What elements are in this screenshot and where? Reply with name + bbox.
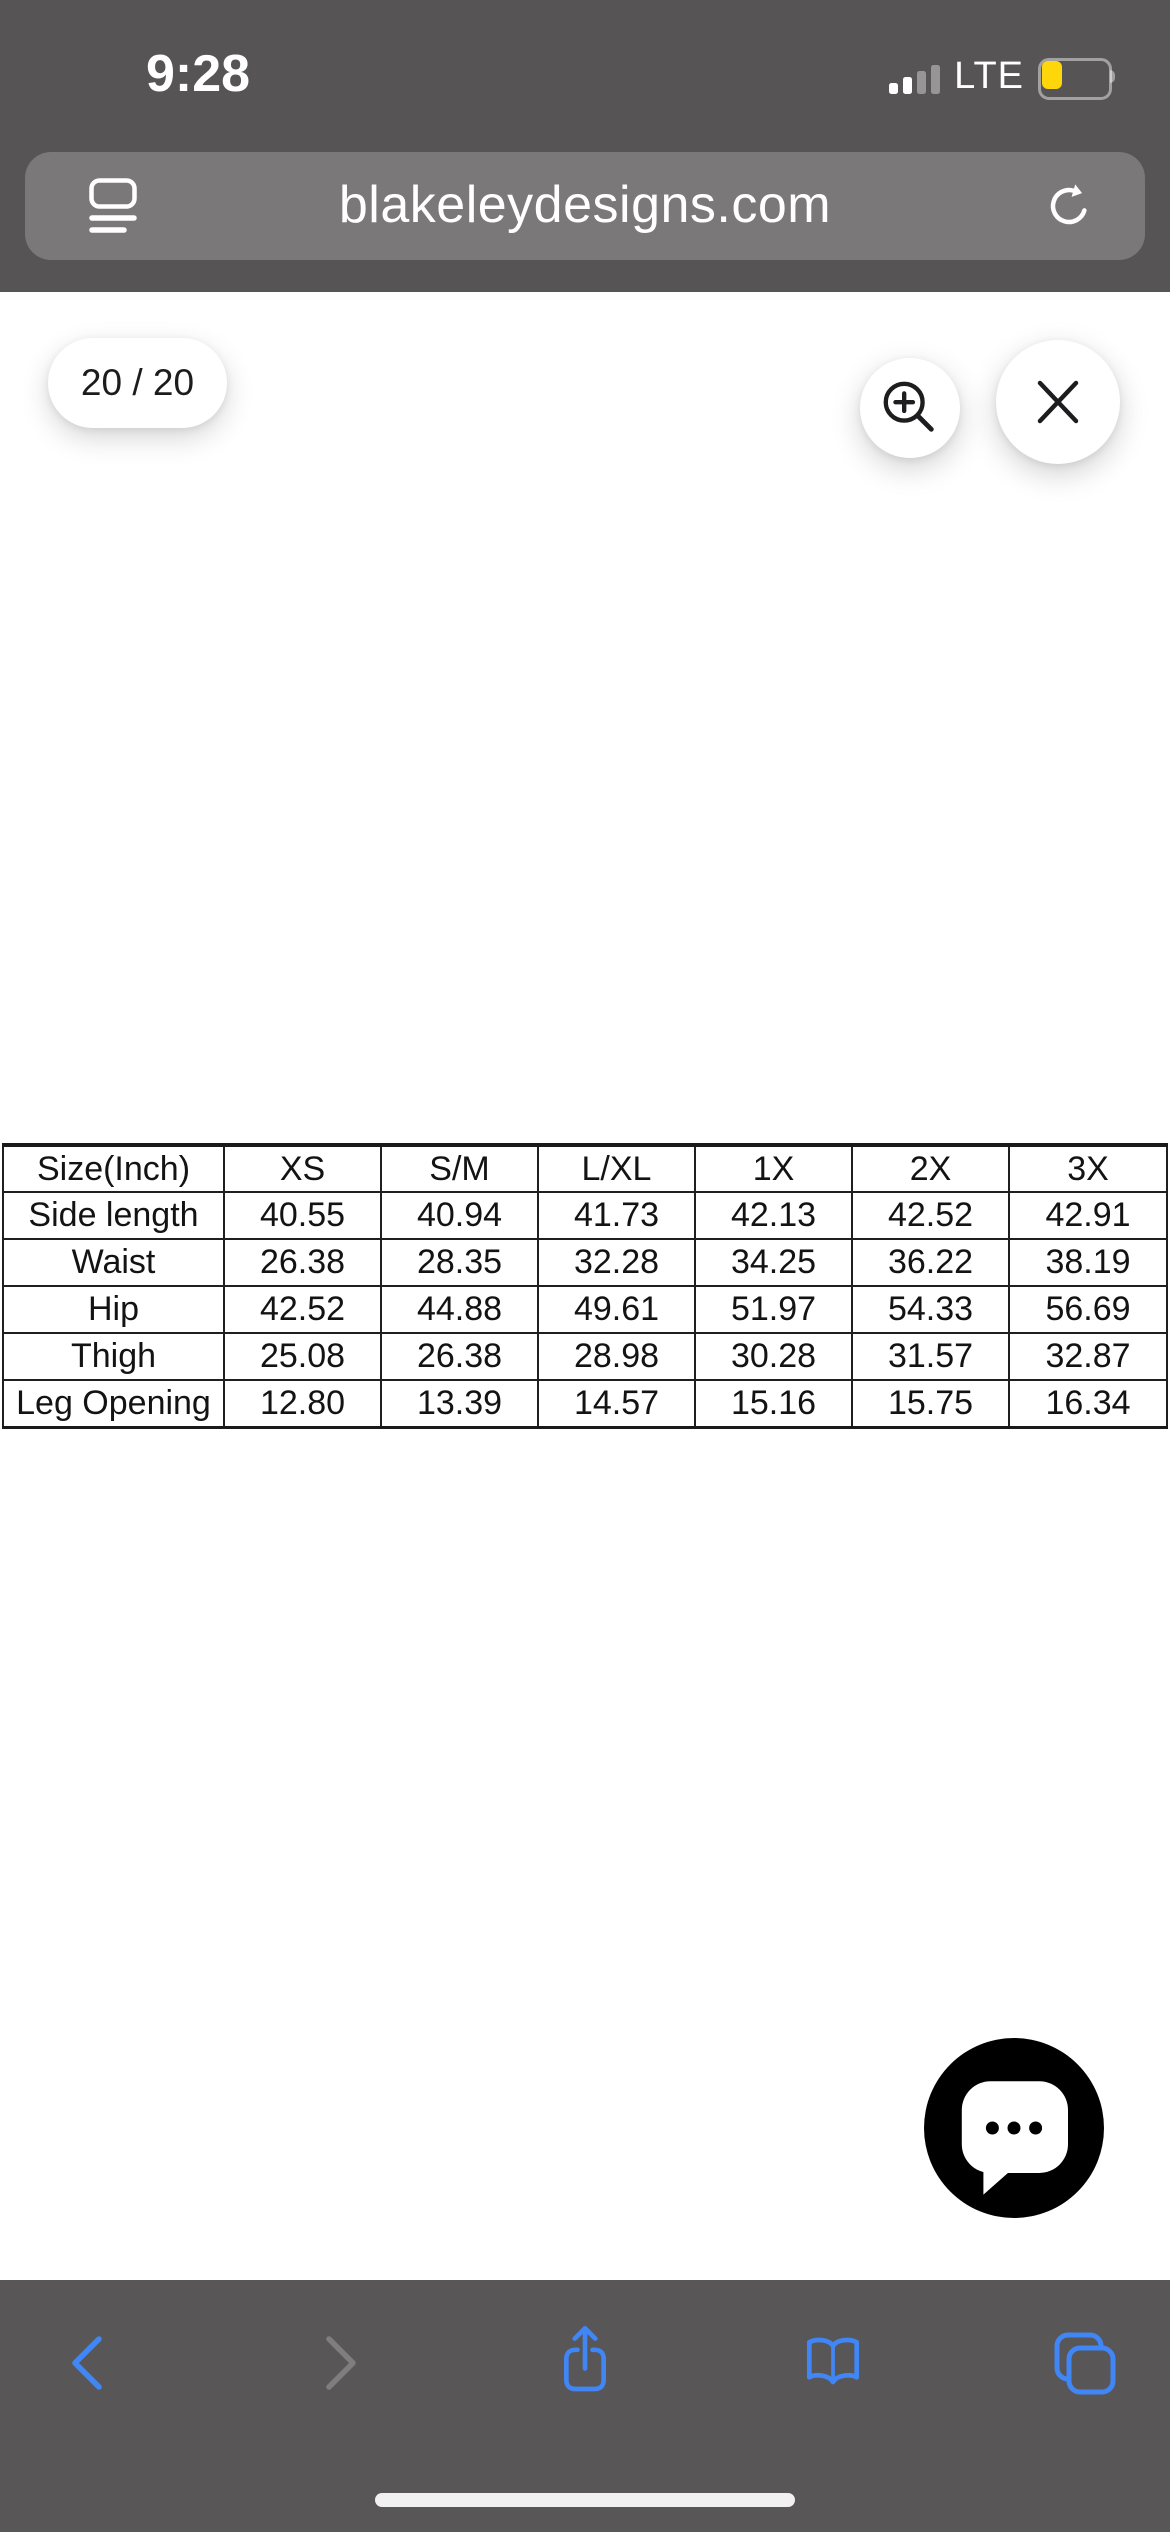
tabs-button[interactable] — [1052, 2330, 1116, 2398]
size-chart-column-header: 2X — [851, 1144, 1010, 1193]
size-chart-value-cell: 42.13 — [694, 1191, 853, 1240]
size-chart-value-cell: 49.61 — [537, 1285, 696, 1334]
size-chart-value-cell: 31.57 — [851, 1332, 1010, 1381]
size-chart-row: Thigh 25.08 26.38 28.98 30.28 31.57 32.87 — [2, 1332, 1168, 1381]
forward-button[interactable] — [322, 2335, 360, 2391]
magnifier-plus-icon — [883, 381, 934, 432]
size-chart-value-cell: 54.33 — [851, 1285, 1010, 1334]
status-time: 9:28 — [145, 45, 251, 103]
size-chart-value-cell: 25.08 — [223, 1332, 382, 1381]
size-chart-value-cell: 15.75 — [851, 1379, 1010, 1428]
image-counter-text: 20 / 20 — [80, 362, 195, 403]
reader-icon[interactable] — [89, 178, 137, 234]
size-chart-value-cell: 42.91 — [1008, 1191, 1168, 1240]
size-chart-row-label: Thigh — [2, 1332, 225, 1381]
size-chart-value-cell: 26.38 — [223, 1238, 382, 1287]
size-chart-value-cell: 51.97 — [694, 1285, 853, 1334]
size-chart-value-cell: 15.16 — [694, 1379, 853, 1428]
url-text[interactable]: blakeleydesigns.com — [338, 176, 832, 234]
close-viewer-button[interactable] — [996, 340, 1120, 464]
address-bar[interactable]: blakeleydesigns.com — [25, 152, 1145, 260]
size-chart-value-cell: 41.73 — [537, 1191, 696, 1240]
size-chart-value-cell: 28.35 — [380, 1238, 539, 1287]
browser-top-chrome: 9:28 LTE blakeleydesigns.com — [0, 0, 1170, 292]
size-chart-value-cell: 36.22 — [851, 1238, 1010, 1287]
share-button[interactable] — [557, 2323, 613, 2399]
size-chart-value-cell: 13.39 — [380, 1379, 539, 1428]
size-chart-row-label: Leg Opening — [2, 1379, 225, 1428]
status-right-cluster: LTE — [889, 52, 1118, 100]
size-chart-row-label: Side length — [2, 1191, 225, 1240]
close-icon — [1037, 380, 1079, 424]
network-type-label: LTE — [954, 55, 1024, 97]
size-chart-value-cell: 26.38 — [380, 1332, 539, 1381]
size-chart-value-cell: 28.98 — [537, 1332, 696, 1381]
size-chart-value-cell: 42.52 — [223, 1285, 382, 1334]
cellular-signal-icon — [889, 64, 941, 94]
size-chart-value-cell: 16.34 — [1008, 1379, 1168, 1428]
size-chart-column-header: Size(Inch) — [2, 1144, 225, 1193]
back-button[interactable] — [68, 2335, 106, 2391]
battery-icon — [1038, 57, 1118, 100]
size-chart-row-label: Waist — [2, 1238, 225, 1287]
bookmarks-button[interactable] — [797, 2333, 869, 2395]
size-chart-value-cell: 12.80 — [223, 1379, 382, 1428]
image-counter-badge: 20 / 20 — [48, 338, 227, 428]
size-chart-value-cell: 30.28 — [694, 1332, 853, 1381]
size-chart-column-header: S/M — [380, 1144, 539, 1193]
size-chart-row: Waist 26.38 28.35 32.28 34.25 36.22 38.19 — [2, 1238, 1168, 1287]
size-chart-value-cell: 32.87 — [1008, 1332, 1168, 1381]
size-chart-value-cell: 34.25 — [694, 1238, 853, 1287]
size-chart-value-cell: 38.19 — [1008, 1238, 1168, 1287]
size-chart-column-header: XS — [223, 1144, 382, 1193]
reload-icon[interactable] — [1045, 182, 1093, 230]
chat-bubble-icon — [924, 2038, 1104, 2218]
battery-fill — [1042, 61, 1062, 89]
size-chart-image[interactable]: Size(Inch) XS S/M L/XL 1X 2X 3X Side length 40.… — [2, 1143, 1168, 1429]
size-chart-header-row: Size(Inch) XS S/M L/XL 1X 2X 3X — [2, 1144, 1168, 1193]
size-chart-row-label: Hip — [2, 1285, 225, 1334]
browser-bottom-toolbar — [0, 2280, 1170, 2532]
size-chart-value-cell: 14.57 — [537, 1379, 696, 1428]
size-chart-row: Hip 42.52 44.88 49.61 51.97 54.33 56.69 — [2, 1285, 1168, 1334]
size-chart-value-cell: 32.28 — [537, 1238, 696, 1287]
size-chart-value-cell: 56.69 — [1008, 1285, 1168, 1334]
size-chart-value-cell: 40.94 — [380, 1191, 539, 1240]
home-indicator[interactable] — [375, 2493, 795, 2507]
chat-widget-button[interactable] — [924, 2038, 1104, 2218]
size-chart-row: Leg Opening 12.80 13.39 14.57 15.16 15.75 16.3… — [2, 1379, 1168, 1428]
size-chart-row: Side length 40.55 40.94 41.73 42.13 42.52 42.9… — [2, 1191, 1168, 1240]
size-chart-column-header: 3X — [1008, 1144, 1168, 1193]
size-chart-value-cell: 42.52 — [851, 1191, 1010, 1240]
size-chart-value-cell: 44.88 — [380, 1285, 539, 1334]
size-chart-value-cell: 40.55 — [223, 1191, 382, 1240]
zoom-in-button[interactable] — [860, 358, 960, 458]
size-chart-column-header: 1X — [694, 1144, 853, 1193]
size-chart-table: Size(Inch) XS S/M L/XL 1X 2X 3X Side length 40.… — [2, 1143, 1168, 1429]
size-chart-column-header: L/XL — [537, 1144, 696, 1193]
